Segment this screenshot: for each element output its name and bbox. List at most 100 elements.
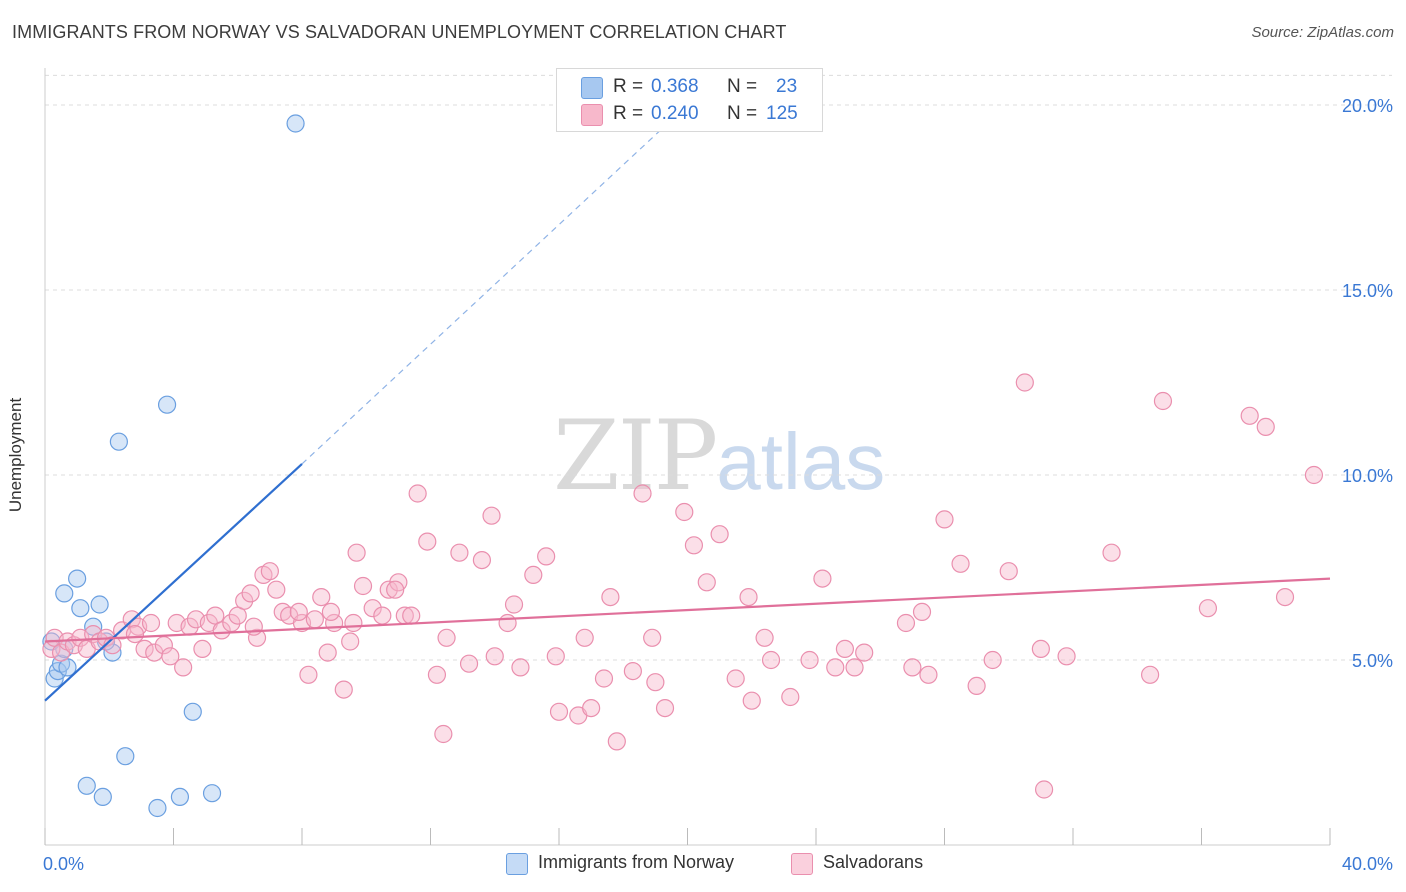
point-salvadorans-80 (813, 569, 832, 588)
point-salvadorans-90 (1031, 639, 1050, 659)
point-salvadorans-78 (781, 687, 800, 707)
legend-r-value: 0.240 (651, 103, 699, 124)
point-norway-12 (109, 432, 128, 451)
point-salvadorans-68 (633, 484, 652, 503)
point-norway-13 (157, 395, 177, 414)
point-salvadorans-104 (321, 602, 341, 622)
legend-swatch-salvadorans (581, 104, 603, 126)
point-salvadorans-75 (726, 669, 745, 688)
point-salvadorans-29 (241, 584, 260, 603)
point-salvadorans-59 (511, 658, 530, 677)
point-salvadorans-123 (341, 632, 360, 651)
point-salvadorans-70 (655, 698, 675, 718)
point-salvadorans-98 (1304, 465, 1324, 485)
point-salvadorans-71 (675, 502, 694, 522)
point-norway-8 (71, 599, 90, 618)
point-salvadorans-54 (450, 543, 469, 562)
point-salvadorans-103 (289, 602, 308, 622)
point-salvadorans-94 (1153, 391, 1173, 411)
point-salvadorans-58 (498, 613, 517, 633)
point-salvadorans-32 (260, 562, 279, 581)
point-norway-7 (68, 569, 87, 588)
point-salvadorans-120 (739, 587, 758, 607)
legend-r-label: R = (613, 103, 644, 124)
legend-n-label: N = (727, 76, 758, 97)
point-salvadorans-46 (373, 606, 392, 625)
point-salvadorans-19 (174, 658, 193, 677)
point-salvadorans-81 (826, 658, 845, 677)
point-salvadorans-30 (247, 628, 267, 647)
legend-n-label: N = (727, 103, 758, 124)
point-salvadorans-45 (363, 599, 382, 618)
point-salvadorans-76 (742, 691, 761, 710)
y-tick-label-0: 5.0% (1352, 651, 1393, 671)
point-salvadorans-84 (919, 665, 938, 684)
point-salvadorans-55 (459, 654, 479, 673)
point-salvadorans-50 (408, 484, 427, 503)
x-tick-label-0: 0.0% (43, 854, 84, 874)
point-salvadorans-14 (135, 639, 154, 659)
y-tick-label-2: 15.0% (1342, 281, 1393, 301)
point-salvadorans-65 (594, 669, 614, 688)
point-salvadorans-57 (485, 647, 504, 666)
point-norway-19 (148, 798, 167, 818)
point-salvadorans-39 (312, 587, 331, 607)
trend-line-norway (44, 463, 303, 702)
point-salvadorans-60 (524, 565, 543, 585)
point-salvadorans-102 (482, 506, 501, 525)
y-tick-label-3: 20.0% (1342, 96, 1393, 116)
point-norway-14 (286, 114, 305, 133)
legend-n-value: 125 (766, 103, 798, 124)
point-salvadorans-99 (1275, 587, 1295, 607)
point-salvadorans-95 (1198, 599, 1218, 618)
point-salvadorans-25 (212, 621, 231, 640)
bottom-legend-swatch-norway (506, 853, 528, 875)
bottom-legend-label-norway: Immigrants from Norway (538, 852, 735, 872)
point-salvadorans-121 (835, 639, 855, 659)
point-norway-21 (202, 784, 222, 803)
point-salvadorans-47 (379, 580, 398, 599)
trend-line-salvadorans (44, 577, 1331, 643)
point-salvadorans-74 (710, 525, 729, 544)
point-salvadorans-42 (334, 680, 353, 699)
legend-r-value: 0.368 (651, 76, 699, 97)
point-salvadorans-106 (386, 580, 405, 599)
point-salvadorans-112 (912, 602, 932, 622)
point-salvadorans-66 (607, 732, 626, 751)
point-salvadorans-110 (755, 628, 774, 647)
correlation-legend: R = 0.368 N = 23 R = 0.240 N = 125 (556, 68, 823, 132)
point-salvadorans-92 (1102, 543, 1121, 562)
point-salvadorans-101 (434, 724, 453, 744)
point-salvadorans-82 (855, 643, 874, 662)
point-salvadorans-69 (643, 628, 662, 647)
point-salvadorans-85 (935, 510, 954, 529)
point-salvadorans-96 (1240, 406, 1259, 425)
point-salvadorans-117 (402, 606, 421, 625)
point-salvadorans-91 (1057, 647, 1076, 666)
x-tick-label-1: 40.0% (1342, 854, 1393, 874)
bottom-legend-swatch-salvadorans (791, 853, 813, 875)
y-axis-label: Unemployment (6, 397, 25, 513)
point-salvadorans-86 (951, 554, 970, 573)
point-norway-16 (116, 747, 135, 766)
point-salvadorans-64 (582, 698, 601, 718)
point-salvadorans-88 (999, 562, 1018, 581)
point-salvadorans-79 (800, 650, 819, 670)
point-salvadorans-44 (353, 576, 373, 596)
point-salvadorans-89 (1015, 373, 1034, 392)
point-salvadorans-100 (1034, 780, 1054, 799)
point-salvadorans-83 (903, 658, 922, 677)
point-salvadorans-37 (299, 665, 318, 684)
point-salvadorans-38 (305, 610, 324, 629)
point-salvadorans-108 (575, 628, 594, 647)
point-salvadorans-114 (845, 658, 864, 677)
trend-line-norway-extension (301, 104, 688, 465)
point-salvadorans-22 (193, 639, 212, 659)
point-salvadorans-122 (125, 624, 145, 644)
point-salvadorans-72 (684, 536, 704, 555)
legend-n-value: 23 (776, 76, 798, 97)
point-salvadorans-73 (697, 573, 716, 592)
point-salvadorans-56 (472, 550, 491, 570)
point-salvadorans-77 (761, 650, 781, 670)
chart-title: IMMIGRANTS FROM NORWAY VS SALVADORAN UNE… (12, 22, 787, 42)
